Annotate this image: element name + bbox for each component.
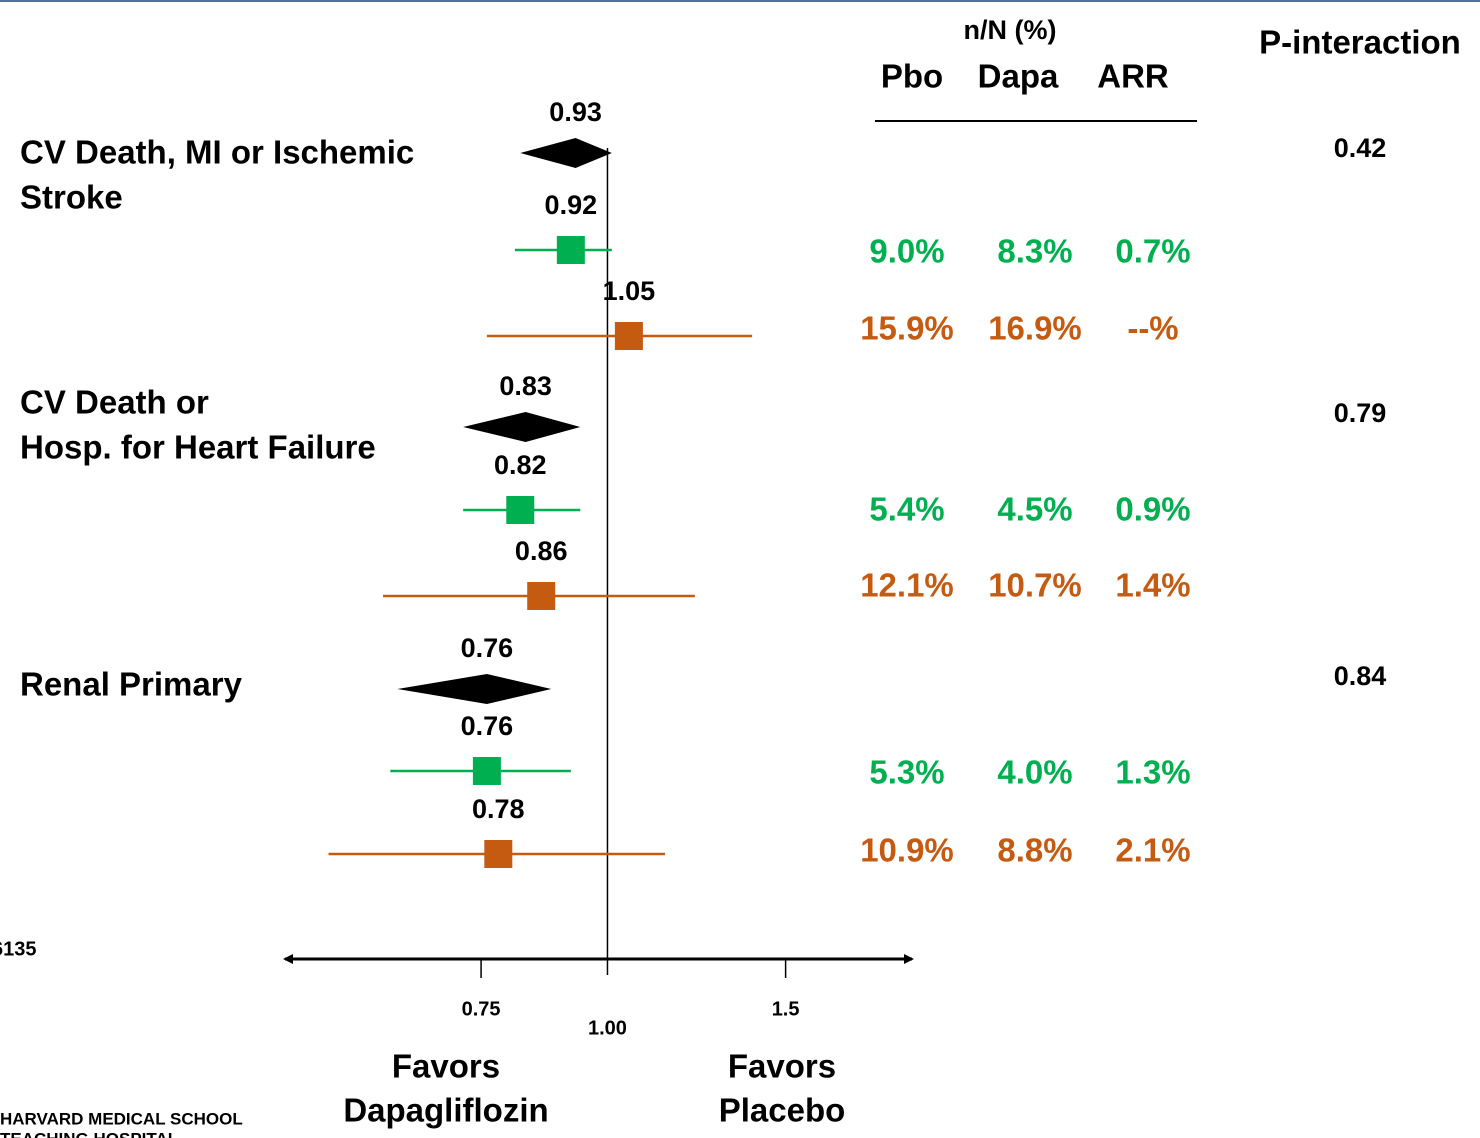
rate-cell: 4.5%	[997, 491, 1072, 528]
header: Dapa	[978, 58, 1059, 95]
rate-cell: 12.1%	[860, 567, 954, 604]
side-note: 6135	[0, 938, 37, 960]
group-label: CV Death or	[20, 384, 209, 421]
rate-cell: 9.0%	[869, 233, 944, 270]
estimate-label: 0.82	[494, 450, 547, 480]
estimate-label: 1.05	[603, 276, 656, 306]
rate-cell: 15.9%	[860, 310, 954, 347]
rate-cell: 0.9%	[1115, 491, 1190, 528]
group-label: Stroke	[20, 179, 123, 216]
favors-label: Favors	[728, 1048, 836, 1085]
rate-cell: 16.9%	[988, 310, 1082, 347]
estimate-label: 0.86	[515, 536, 568, 566]
estimate-label: 0.76	[461, 633, 514, 663]
rate-cell: 5.4%	[869, 491, 944, 528]
x-tick-label: 1.00	[588, 1017, 627, 1039]
estimate-label: 0.78	[472, 794, 525, 824]
favors-label: Favors	[392, 1048, 500, 1085]
group-label: CV Death, MI or Ischemic	[20, 134, 414, 171]
estimate-label: 0.92	[545, 190, 598, 220]
rate-cell: 1.3%	[1115, 754, 1190, 791]
favors-label: Placebo	[719, 1092, 846, 1129]
rate-cell: 2.1%	[1115, 832, 1190, 869]
estimate-label: 0.83	[499, 371, 552, 401]
rate-cell: 0.7%	[1115, 233, 1190, 270]
header: Pbo	[881, 58, 943, 95]
x-tick-label: 0.75	[462, 998, 501, 1020]
rate-cell: 1.4%	[1115, 567, 1190, 604]
favors-label: Dapagliflozin	[343, 1092, 548, 1129]
p-interaction: 0.84	[1334, 661, 1387, 691]
estimate-marker	[556, 236, 585, 264]
rate-cell: 10.9%	[860, 832, 954, 869]
rate-cell: 8.3%	[997, 233, 1072, 270]
rate-cell: 4.0%	[997, 754, 1072, 791]
summary-diamond	[520, 138, 612, 168]
x-tick-label: 1.5	[772, 998, 800, 1020]
rate-cell: --%	[1127, 310, 1178, 347]
p-interaction: 0.79	[1334, 398, 1387, 428]
header: P-interaction	[1259, 24, 1461, 61]
p-interaction: 0.42	[1334, 133, 1387, 163]
estimate-label: 0.76	[461, 711, 514, 741]
top-border	[0, 0, 1480, 2]
rate-cell: 8.8%	[997, 832, 1072, 869]
header: ARR	[1097, 58, 1169, 95]
estimate-marker	[472, 757, 501, 785]
header: n/N (%)	[964, 15, 1057, 45]
group-label: Hosp. for Heart Failure	[20, 429, 376, 466]
rate-cell: 5.3%	[869, 754, 944, 791]
estimate-marker	[527, 582, 556, 610]
group-label: Renal Primary	[20, 666, 243, 703]
rate-cell: 10.7%	[988, 567, 1082, 604]
summary-diamond	[397, 674, 552, 704]
estimate-marker	[506, 496, 535, 524]
estimate-label: 0.93	[549, 97, 602, 127]
logo-text: HARVARD MEDICAL SCHOOL	[0, 1109, 243, 1128]
estimate-marker	[614, 322, 643, 350]
estimate-marker	[484, 840, 513, 868]
logo-text: TEACHING HOSPITAL	[0, 1129, 178, 1138]
summary-diamond	[463, 412, 581, 442]
